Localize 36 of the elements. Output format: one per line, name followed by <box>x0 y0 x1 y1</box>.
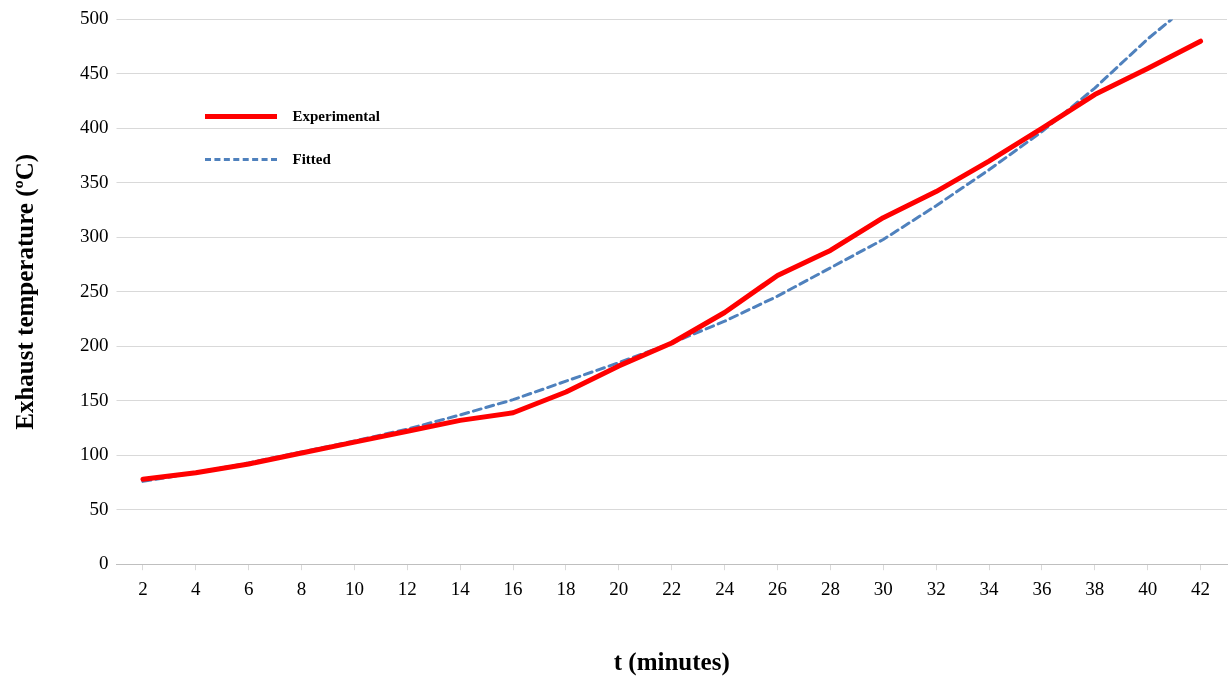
x-tick-label: 8 <box>296 577 307 599</box>
x-tick-label: 14 <box>450 577 471 599</box>
x-tick-label: 6 <box>243 577 254 599</box>
x-tick-label: 20 <box>609 577 629 599</box>
x-tick-label: 30 <box>873 577 893 599</box>
x-tick-label: 18 <box>556 577 576 599</box>
y-tick-label: 200 <box>80 334 109 356</box>
x-tick-label: 10 <box>344 577 364 599</box>
x-tick-label: 16 <box>503 577 523 599</box>
y-tick-label: 100 <box>80 443 109 465</box>
y-tick-label: 400 <box>80 116 109 138</box>
x-tick-label: 12 <box>397 577 417 599</box>
x-axis-title: t (minutes) <box>613 648 730 677</box>
y-tick-label: 500 <box>80 7 109 29</box>
x-tick-label: 34 <box>979 577 1000 599</box>
x-tick-label: 22 <box>662 577 682 599</box>
x-tick-label: 24 <box>715 577 735 599</box>
x-tick-label: 2 <box>138 577 148 599</box>
x-tick-label: 4 <box>191 577 202 599</box>
y-tick-label: 0 <box>99 552 109 574</box>
x-tick-label: 40 <box>1138 577 1158 599</box>
y-tick-label: 150 <box>80 388 109 410</box>
x-tick-label: 36 <box>1032 577 1052 599</box>
x-tick-label: 38 <box>1085 577 1105 599</box>
y-tick-label: 50 <box>89 497 109 519</box>
y-tick-label: 450 <box>80 61 109 83</box>
legend-label: Experimental <box>292 107 380 125</box>
x-tick-label: 32 <box>926 577 946 599</box>
y-tick-label: 350 <box>80 170 109 192</box>
x-tick-label: 28 <box>820 577 840 599</box>
legend-label: Fitted <box>292 150 331 168</box>
y-tick-label: 250 <box>80 279 109 301</box>
x-tick-label: 26 <box>768 577 788 599</box>
x-tick-label: 42 <box>1191 577 1211 599</box>
y-tick-label: 300 <box>80 225 109 247</box>
y-axis-title: Exhaust temperature (ºC) <box>11 153 40 430</box>
